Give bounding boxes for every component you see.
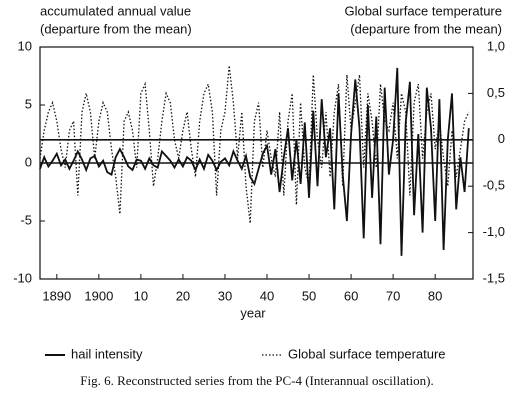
legend-label: hail intensity <box>71 346 143 361</box>
x-tick-label: 60 <box>344 288 358 303</box>
x-tick-label: 1890 <box>42 288 71 303</box>
y2-tick-label: 0,5 <box>487 85 505 100</box>
y2-axis-label: Global surface temperature <box>344 3 502 18</box>
x-tick-label: 80 <box>428 288 442 303</box>
x-tick-label: 10 <box>134 288 148 303</box>
y-tick-label: 5 <box>25 96 32 111</box>
x-tick-label: 50 <box>302 288 316 303</box>
series-line <box>39 65 470 224</box>
x-tick-label: 1900 <box>84 288 113 303</box>
y-axis-label: (departure from the mean) <box>40 21 192 36</box>
y-tick-label: -10 <box>13 270 32 285</box>
series-line <box>39 67 470 256</box>
y2-tick-label: -0,5 <box>483 178 505 193</box>
y-tick-label: 10 <box>18 38 32 53</box>
y-tick-label: -5 <box>20 212 32 227</box>
x-tick-label: 20 <box>176 288 190 303</box>
caption: Fig. 6. Reconstructed series from the PC… <box>80 373 433 388</box>
y2-tick-label: 0 <box>498 131 505 146</box>
x-tick-label: 40 <box>260 288 274 303</box>
y2-axis-label: (departure from the mean) <box>350 21 502 36</box>
y2-tick-label: -1,5 <box>483 270 505 285</box>
y-tick-label: 0 <box>25 154 32 169</box>
y2-tick-label: -1,0 <box>483 224 505 239</box>
y-axis-label: accumulated annual value <box>40 3 191 18</box>
x-tick-label: 70 <box>386 288 400 303</box>
legend-label: Global surface temperature <box>288 346 446 361</box>
y2-tick-label: 1,0 <box>487 38 505 53</box>
x-tick-label: 30 <box>218 288 232 303</box>
x-axis-label: year <box>240 305 266 320</box>
